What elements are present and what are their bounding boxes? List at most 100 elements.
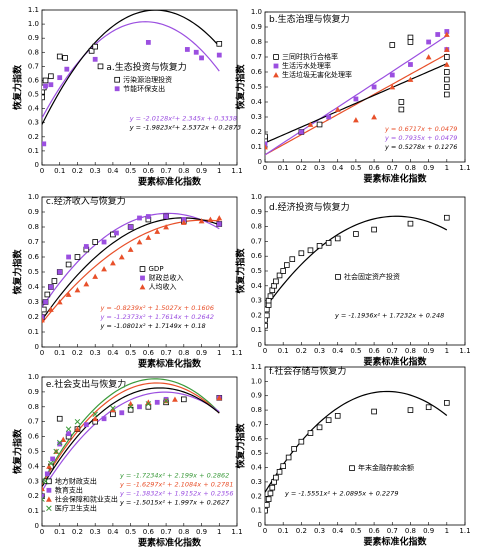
x-tick-label: 0.1 [278,164,289,172]
x-tick-label: 0.8 [405,164,416,172]
legend-label: 社会固定资产投资 [344,272,400,281]
y-tick-label: 0 [258,521,262,529]
y-tick-label: 1.0 [28,20,39,28]
fit-equation: y = -1.1936x² + 1.7232x + 0.248 [334,311,444,319]
x-tick-label: 0.2 [296,164,307,172]
point [425,54,432,60]
point [444,54,450,60]
point [207,216,214,222]
y-tick-label: 0.4 [28,462,40,470]
y-tick-label: 0.3 [251,113,262,121]
x-tick-label: 0.4 [332,164,344,172]
fit-equation: y = -1.9823x²+ 2.5372x + 0.2873 [129,124,241,132]
point [443,31,450,37]
point [42,94,45,101]
x-tick-label: 1 [217,167,221,175]
x-tick-label: 0.7 [387,164,398,172]
y-tick-label: 0.3 [251,297,262,305]
y-tick-label: 0.8 [28,403,39,411]
point [48,460,54,467]
x-tick-label: 0.4 [107,528,119,536]
x-tick-label: 0.6 [143,167,155,175]
legend-marker [139,266,146,272]
point [216,215,223,221]
x-tick-label: 0 [263,527,267,535]
point [269,484,276,491]
point [216,41,223,47]
point [154,399,160,405]
x-tick-label: 0.7 [387,527,398,535]
legend-label: 财政总收入 [149,273,184,282]
panel: 0 0.1 0.2 0.3 0.4 0.5 0.6 0.7 0.8 0.9 1 1.1 0 0.1 0.2 0… [12,6,243,188]
point [426,39,432,45]
y-tick-label: 0.5 [28,448,39,456]
point [62,55,68,61]
point [398,106,405,113]
y-tick-label: 1.0 [28,373,39,381]
fit-equation: y = 0.7935x + 0.0479 [384,134,457,142]
point [57,441,63,447]
x-tick-label: 0.8 [405,347,416,355]
point [280,268,286,274]
x-tick-label: 0.1 [278,347,289,355]
x-axis-label: 要素标准化指数 [138,176,202,188]
y-tick-label: 0.6 [251,68,263,76]
legend-label: GDP [149,265,164,273]
x-tick-label: 0.5 [350,527,361,535]
y-tick-label: 0.1 [28,328,39,336]
legend-marker [46,487,52,493]
x-tick-label: 0.9 [423,164,434,172]
point [145,40,151,45]
axes-frame [264,366,466,526]
x-tick-label: 0.8 [178,528,189,536]
legend-marker [273,72,279,78]
y-tick-label: 0 [258,341,262,349]
x-tick-label: 0.2 [72,528,83,536]
point [216,394,223,401]
x-axis-label: 要素标准化指数 [363,356,427,368]
x-tick-label: 0.4 [332,527,344,535]
point [216,52,222,58]
point [47,306,54,312]
point [92,43,98,50]
x-tick-label: 0.5 [350,347,361,355]
x-tick-label: 0.5 [350,164,361,172]
y-tick-label: 0.3 [251,478,262,486]
point [128,224,134,230]
point [389,72,395,78]
x-axis-label: 要素标准化指数 [363,536,427,548]
x-tick-label: 0.1 [278,527,289,535]
x-tick-label: 0.8 [178,349,189,357]
point [407,76,414,82]
fit-curve [42,217,220,321]
y-tick-label: 0.3 [28,298,39,306]
point [407,39,414,45]
y-tick-label: 0 [35,522,39,530]
panel-title: f.社会存储与恢复力 [269,365,346,377]
point [199,55,204,61]
fit-equation: y = -1.5015x² + 1.997x + 0.2627 [119,498,230,506]
panel-title: e.社会支出与恢复力 [46,378,126,390]
point [371,84,377,90]
x-tick-label: 0.3 [314,164,325,172]
y-tick-label: 1.1 [251,363,262,371]
y-tick-label: 0.7 [251,237,262,245]
x-tick-label: 0.3 [90,528,101,536]
y-tick-label: 0.1 [28,147,39,155]
point [398,99,405,105]
y-tick-label: 0 [35,343,39,351]
x-tick-label: 0.5 [125,349,136,357]
x-tick-label: 1.1 [459,347,470,355]
y-tick-label: 0.2 [251,492,262,500]
y-tick-label: 0.2 [28,492,39,500]
y-tick-label: 0.9 [28,208,39,216]
point [184,47,190,52]
panel: 0 0.1 0.2 0.3 0.4 0.5 0.6 0.7 0.8 0.9 1 1.1 0 0.1 0.2 0… [235,363,471,548]
point [48,73,54,80]
y-tick-label: 0.8 [251,223,262,231]
point [265,496,272,502]
point [316,121,323,128]
point [265,322,268,329]
fit-curve [42,219,220,324]
